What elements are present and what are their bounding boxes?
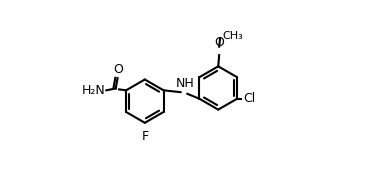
Text: O: O xyxy=(114,63,124,76)
Text: Cl: Cl xyxy=(244,92,256,105)
Text: CH₃: CH₃ xyxy=(222,31,243,41)
Text: NH: NH xyxy=(175,77,194,90)
Text: H₂N: H₂N xyxy=(81,84,105,97)
Text: F: F xyxy=(141,130,148,143)
Text: O: O xyxy=(214,36,224,49)
